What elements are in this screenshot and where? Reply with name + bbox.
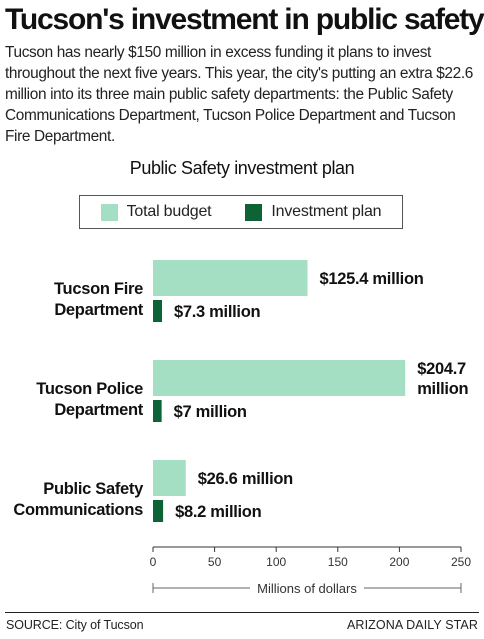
x-tick-label-150: 150 (328, 555, 348, 569)
bar-investment-plan-tucson-fire-department (153, 300, 162, 322)
category-label-tucson-fire-department: Tucson Fire Department (54, 280, 144, 319)
bar-chart: Tucson Fire Department $125.4 million $7.3 … (13, 260, 471, 596)
x-axis-title: Millions of dollars (257, 581, 357, 596)
bar-total-budget-tucson-fire-department (153, 260, 308, 296)
bar-total-budget-public-safety-communications (153, 460, 186, 496)
data-label-total-budget-tucson-fire-department: $125.4 million (319, 270, 423, 288)
data-label-investment-plan-tucson-police-department: $7 million (174, 403, 247, 421)
legend-swatch-total-budget (100, 203, 118, 221)
chart-legend: Total budget Investment plan (79, 195, 403, 229)
legend-item-total-budget: Total budget (100, 203, 212, 221)
category-label-public-safety-communications: Public Safety Communications (13, 480, 144, 519)
intro-text: Tucson has nearly $150 million in excess… (5, 44, 473, 145)
legend-item-investment-plan: Investment plan (245, 203, 382, 221)
chart-title: Public Safety investment plan (129, 158, 355, 178)
legend-label-total-budget: Total budget (126, 203, 212, 220)
x-tick-label-50: 50 (208, 555, 222, 569)
x-tick-label-100: 100 (266, 555, 286, 569)
x-tick-label-200: 200 (389, 555, 409, 569)
data-label-investment-plan-public-safety-communications: $8.2 million (175, 503, 261, 521)
data-label-total-budget-public-safety-communications: $26.6 million (198, 470, 293, 488)
x-tick-label-0: 0 (150, 555, 157, 569)
data-label-investment-plan-tucson-fire-department: $7.3 million (174, 303, 260, 321)
data-label-total-budget-tucson-police-department: $204.7 million (417, 360, 468, 398)
source-note: SOURCE: City of Tucson (6, 618, 144, 632)
bar-investment-plan-tucson-police-department (153, 400, 162, 422)
headline: Tucson's investment in public safety (5, 3, 484, 36)
category-label-tucson-police-department: Tucson Police Department (36, 380, 144, 419)
bar-total-budget-tucson-police-department (153, 360, 406, 396)
legend-label-investment-plan: Investment plan (271, 203, 382, 220)
legend-swatch-investment-plan (245, 203, 263, 221)
x-tick-label-250: 250 (451, 555, 471, 569)
credit-line: ARIZONA DAILY STAR (347, 618, 478, 632)
footer-rule (5, 612, 479, 613)
bar-investment-plan-public-safety-communications (153, 500, 164, 522)
